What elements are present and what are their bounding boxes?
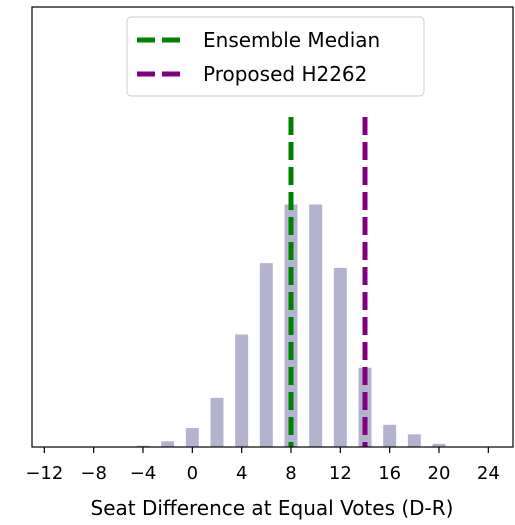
legend-label: Ensemble Median	[203, 28, 380, 52]
x-tick-label: −4	[130, 463, 157, 484]
legend: Ensemble Median Proposed H2262	[126, 16, 425, 97]
histogram-bar	[235, 334, 249, 447]
histogram-bar	[407, 434, 421, 447]
x-tick-label: 0	[187, 463, 198, 484]
histogram-bar	[259, 263, 273, 447]
x-tick-label: 16	[378, 463, 401, 484]
x-tick-label: 12	[329, 463, 352, 484]
histogram-bar	[309, 204, 323, 447]
histogram-bar	[161, 441, 175, 447]
legend-box	[126, 16, 425, 97]
x-tick-label: 4	[236, 463, 247, 484]
histogram-bar	[432, 443, 446, 447]
x-tick-label: 8	[285, 463, 296, 484]
histogram-bar	[185, 427, 199, 447]
plot-frame	[31, 6, 514, 448]
histogram-bar	[383, 424, 397, 447]
x-axis-label: Seat Difference at Equal Votes (D-R)	[91, 496, 454, 520]
histogram-bar	[210, 397, 224, 447]
x-tick-label: −12	[25, 463, 63, 484]
x-axis: −12 −8 −4 0 4 8 12 16 20 24	[25, 447, 500, 484]
x-tick-label: −8	[80, 463, 107, 484]
x-tick-label: 20	[428, 463, 451, 484]
legend-label: Proposed H2262	[203, 62, 367, 86]
histogram-bar	[136, 445, 150, 447]
median-lines-layer	[288, 117, 368, 447]
x-tick-label: 24	[477, 463, 500, 484]
histogram-bar	[333, 267, 347, 447]
